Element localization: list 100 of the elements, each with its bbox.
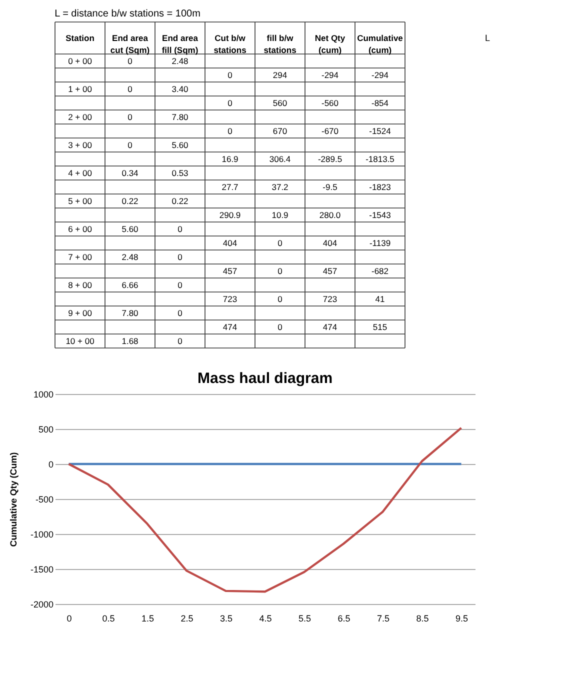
x-tick-label: 3.5 <box>220 614 233 624</box>
x-tick-label: 6.5 <box>338 614 350 624</box>
x-tick-label: 0 <box>66 614 72 624</box>
y-tick-label: 0 <box>48 460 54 470</box>
y-tick-label: -500 <box>35 494 54 504</box>
text: 37.2 <box>272 182 288 192</box>
text: -1823 <box>369 182 391 192</box>
text: 280.0 <box>319 210 341 220</box>
text: 404 <box>322 238 338 248</box>
y-tick-label: -1000 <box>30 530 54 540</box>
text: -854 <box>371 98 389 108</box>
text: 0 <box>278 238 282 248</box>
text: 6 + 00 <box>68 224 92 234</box>
text: 404 <box>222 238 238 248</box>
text: 0 <box>178 280 182 290</box>
category-label: End area fill (Sqm) <box>162 33 198 55</box>
text: 1.68 <box>122 336 138 346</box>
text: -1139 <box>369 238 391 248</box>
x-tick-label: 4.5 <box>259 614 272 624</box>
text: 2 + 00 <box>68 112 92 122</box>
text: 457 <box>222 266 238 276</box>
text: 306.4 <box>269 154 291 164</box>
x-tick-label: 8.5 <box>416 614 429 624</box>
text: L = distance b/w stations = 100m <box>54 8 200 20</box>
text: 3.40 <box>172 84 188 94</box>
text: 457 <box>322 266 338 276</box>
text: 0 <box>128 56 132 66</box>
text: 294 <box>272 70 288 80</box>
text: 0 <box>178 224 182 234</box>
text: 0 <box>228 98 232 108</box>
text: 474 <box>222 322 238 332</box>
text: 2.48 <box>172 56 188 66</box>
text: 0 <box>228 70 232 80</box>
text: 27.7 <box>222 182 238 192</box>
text: -682 <box>371 266 389 276</box>
text: 10.9 <box>272 210 288 220</box>
text: -1813.5 <box>366 154 394 164</box>
text: 670 <box>272 126 288 136</box>
text: 3 + 00 <box>68 140 92 150</box>
text: 723 <box>322 294 338 304</box>
text: 0.34 <box>122 168 138 178</box>
chart-title: Mass haul diagram <box>197 370 333 387</box>
y-axis-title: Cumulative Qty (Cum) <box>8 452 18 547</box>
text: 0.22 <box>122 196 138 206</box>
x-tick-label: 9.5 <box>456 614 468 624</box>
text: 4 + 00 <box>68 168 92 178</box>
x-tick-label: 2.5 <box>180 614 194 624</box>
text: 0 <box>178 336 182 346</box>
text: -9.5 <box>322 182 338 192</box>
x-tick-label: 7.5 <box>377 614 390 624</box>
text: -560 <box>321 98 339 108</box>
text: 5 + 00 <box>68 196 92 206</box>
category-label: End area cut (Sqm) <box>110 33 150 55</box>
text: -294 <box>321 70 339 80</box>
line-series <box>68 426 462 593</box>
text: 16.9 <box>222 154 238 164</box>
category-label: fill b/w stations <box>264 33 297 55</box>
text: 41 <box>375 294 385 304</box>
x-tick-label: 1.5 <box>141 614 154 624</box>
text: 9 + 00 <box>68 308 92 318</box>
y-tick-label: -2000 <box>30 600 54 610</box>
text: -1524 <box>369 126 391 136</box>
text: L <box>484 33 490 43</box>
text: 0 + 00 <box>68 56 92 66</box>
text: 560 <box>272 98 288 108</box>
text: -294 <box>371 70 389 80</box>
category-label: Station <box>66 33 94 43</box>
category-label: Cumulative (cum) <box>357 33 404 55</box>
text: 1 + 00 <box>68 84 92 94</box>
text: 8 + 00 <box>68 280 92 290</box>
x-tick-label: 0.5 <box>102 614 115 624</box>
text: 0.53 <box>172 168 188 178</box>
text: 2.48 <box>122 252 138 262</box>
text: 7.80 <box>172 112 188 122</box>
text: 0 <box>128 140 132 150</box>
text: 0 <box>178 308 182 318</box>
text: 0 <box>278 322 282 332</box>
text: 290.9 <box>219 210 241 220</box>
text: 0 <box>178 252 182 262</box>
text: 474 <box>322 322 338 332</box>
text: 0 <box>128 112 132 122</box>
category-label: Cut b/w stations <box>214 33 247 55</box>
text: 7 + 00 <box>68 252 92 262</box>
text: 0 <box>278 266 282 276</box>
text: -289.5 <box>318 154 342 164</box>
text: 5.60 <box>122 224 138 234</box>
text: 10 + 00 <box>66 336 94 346</box>
x-tick-label: 5.5 <box>298 614 312 624</box>
text: 0.22 <box>172 196 188 206</box>
text: 5.60 <box>172 140 188 150</box>
y-tick-label: 500 <box>38 424 54 434</box>
text: 0 <box>228 126 232 136</box>
text: -670 <box>321 126 339 136</box>
text: 7.80 <box>122 308 138 318</box>
y-tick-label: -1500 <box>30 564 54 574</box>
text: -1543 <box>369 210 391 220</box>
text: 0 <box>278 294 282 304</box>
y-tick-label: 1000 <box>33 390 54 400</box>
text: 723 <box>222 294 238 304</box>
category-label: Net Qty (cum) <box>314 33 346 55</box>
